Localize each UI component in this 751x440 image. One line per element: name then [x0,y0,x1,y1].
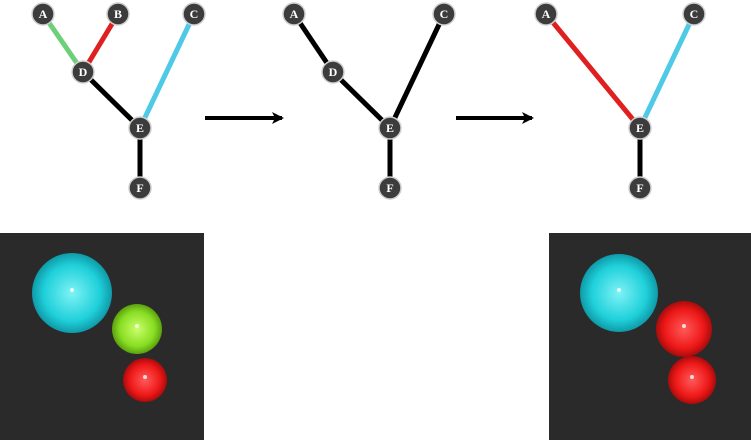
node-circle [182,2,206,26]
red-sphere-upper [656,301,712,357]
node-circle [128,116,152,140]
node-label: F [386,181,393,195]
node-circle [71,60,95,84]
node-E: E [378,116,402,140]
node-label: D [329,65,338,79]
node-label: C [690,7,699,21]
sphere-highlight [70,288,74,292]
tree-2: A C D E F [282,2,456,200]
node-F: F [128,176,152,200]
node-C: C [432,2,456,26]
node-A: A [534,2,558,26]
sphere-highlight [682,324,686,328]
node-label: C [440,7,449,21]
sphere-body [656,301,712,357]
node-label: A [542,7,551,21]
node-label: F [136,181,143,195]
tree-1: A B C D E F [31,2,206,200]
cyan-sphere [32,253,112,333]
node-circle [106,2,130,26]
node-circle [378,116,402,140]
sphere-body [112,304,162,354]
node-A: A [31,2,55,26]
node-F: F [628,176,652,200]
node-label: A [39,7,48,21]
sphere-body [32,253,112,333]
panel-background [549,233,751,440]
edge-C-E [387,11,447,131]
edge-C-E [637,11,697,131]
panel-right [549,233,751,440]
node-D: D [71,60,95,84]
tree-3: A C E F [534,2,706,200]
edge-D-E [330,69,393,131]
edge-C-E [137,11,197,131]
sphere-highlight [135,324,139,328]
node-A: A [282,2,306,26]
green-sphere [112,304,162,354]
node-E: E [628,116,652,140]
edge-A-E [543,11,643,131]
panel-background [0,233,204,440]
red-sphere-lower [668,356,716,404]
node-D: D [321,60,345,84]
sphere-body [668,356,716,404]
node-circle [432,2,456,26]
node-label: E [136,121,144,135]
node-label: D [79,65,88,79]
trees-layer: A B C D E F A C D E F A C E F [31,2,706,200]
panel-left [0,233,204,440]
node-circle [628,116,652,140]
red-sphere [123,358,167,402]
node-C: C [682,2,706,26]
edge-D-E [80,69,143,131]
sphere-body [580,254,658,332]
node-label: A [290,7,299,21]
node-label: B [114,7,122,21]
sphere-highlight [690,375,694,379]
sphere-body [123,358,167,402]
node-E: E [128,116,152,140]
node-circle [282,2,306,26]
node-label: C [190,7,199,21]
node-label: E [636,121,644,135]
node-circle [682,2,706,26]
sphere-highlight [617,288,621,292]
node-circle [534,2,558,26]
node-label: F [636,181,643,195]
node-circle [628,176,652,200]
sphere-highlight [143,375,147,379]
panels-layer [0,233,751,440]
node-F: F [378,176,402,200]
node-circle [321,60,345,84]
node-C: C [182,2,206,26]
node-B: B [106,2,130,26]
node-circle [378,176,402,200]
node-circle [31,2,55,26]
cyan-sphere [580,254,658,332]
node-circle [128,176,152,200]
node-label: E [386,121,394,135]
